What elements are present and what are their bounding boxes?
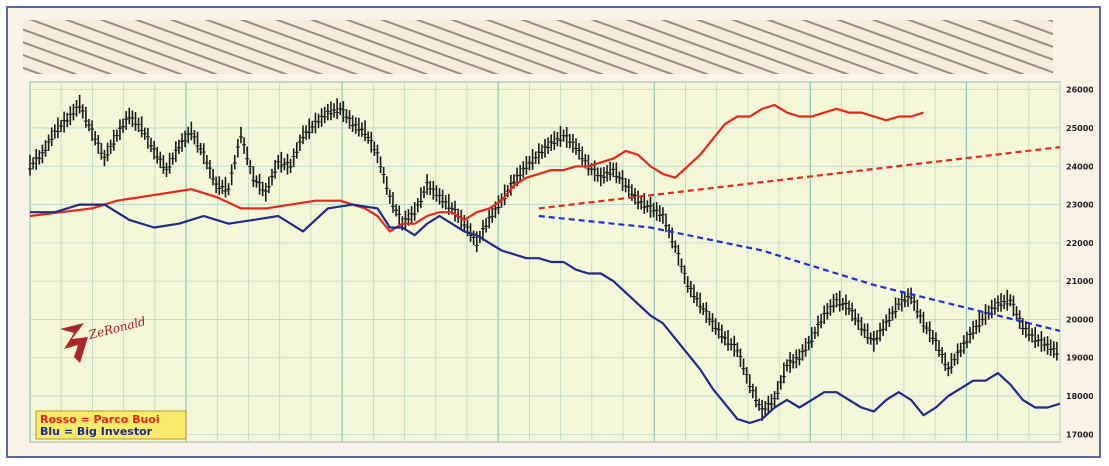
y-tick-label: 23000: [1066, 201, 1093, 210]
legend-item-red: Rosso = Parco Buoi: [40, 413, 160, 426]
stock-chart: 26000 25000 24000 23000 22000 21000 20000 19000…: [23, 20, 1093, 443]
grid: [29, 82, 1061, 442]
chart-frame: 26000 25000 24000 23000 22000 21000 20000 19000…: [6, 6, 1101, 458]
logo-mark-icon: [60, 323, 88, 363]
series-line-2: [30, 203, 1061, 424]
y-tick-label: 20000: [1066, 315, 1093, 324]
y-tick-label: 17000: [1066, 430, 1093, 439]
series-line-1: [29, 103, 924, 233]
series-layer: [28, 94, 1061, 424]
trend-line-3: [538, 146, 1061, 210]
y-tick-label: 18000: [1066, 392, 1093, 401]
y-tick-label: 25000: [1066, 124, 1093, 133]
legend-box: [35, 410, 187, 440]
y-tick-label: 21000: [1066, 277, 1093, 286]
legend-item-blue: Blu = Big Investor: [40, 425, 153, 438]
price-series: [28, 94, 1059, 421]
y-tick-label: 26000: [1066, 86, 1093, 95]
legend: Rosso = Parco Buoi Blu = Big Investor: [35, 410, 187, 440]
y-tick-label: 22000: [1066, 239, 1093, 248]
y-axis-ticks: 26000 25000 24000 23000 22000 21000 20000 19000…: [1066, 86, 1093, 440]
y-tick-label: 24000: [1066, 162, 1093, 171]
trend-line-4: [538, 214, 1061, 332]
y-tick-label: 19000: [1066, 354, 1093, 363]
date-band: [23, 20, 1053, 74]
